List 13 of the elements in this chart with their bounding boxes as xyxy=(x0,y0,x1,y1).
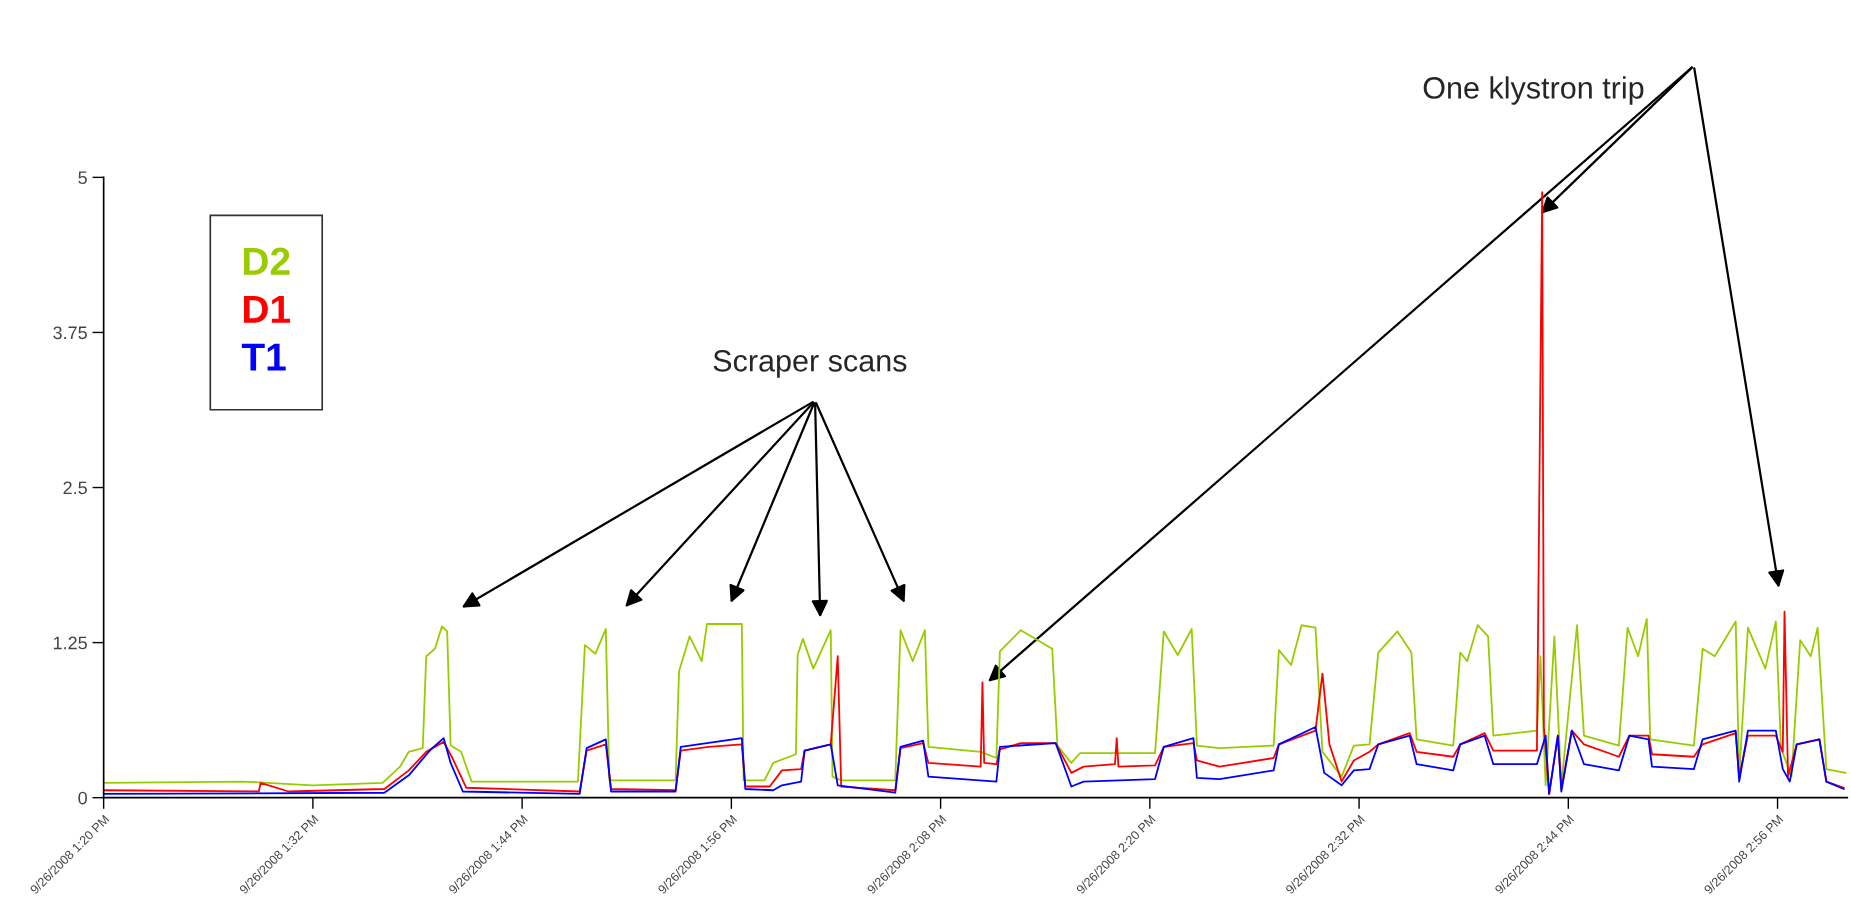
y-tick-label: 3.75 xyxy=(53,326,87,340)
y-tick-label: 1.25 xyxy=(53,636,87,650)
text: T1 xyxy=(241,343,286,371)
y-tick-label: 5 xyxy=(78,171,87,185)
line-series xyxy=(103,726,1845,795)
y-tick-label: 0 xyxy=(78,791,87,805)
annotation: Scraper scans xyxy=(713,350,907,378)
line-series xyxy=(103,618,1847,787)
text: One klystron trip xyxy=(1423,76,1644,105)
y-tick-label: 2.5 xyxy=(63,481,87,495)
text: D2 xyxy=(243,247,290,275)
text: D1 xyxy=(243,295,291,323)
line-series xyxy=(103,191,1845,795)
